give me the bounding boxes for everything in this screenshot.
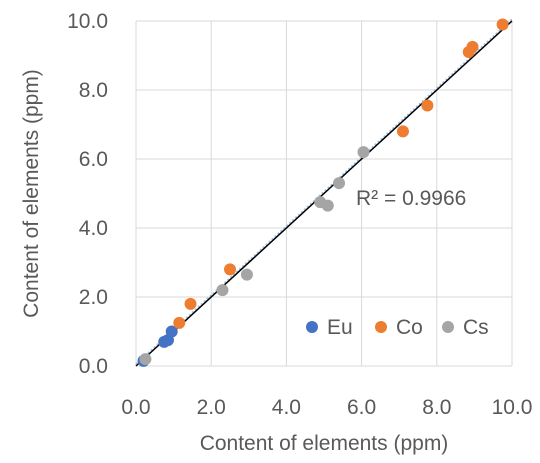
y-tick-label: 10.0 bbox=[67, 10, 108, 33]
x-tick-label: 2.0 bbox=[197, 396, 226, 419]
y-axis-title: Content of elements (ppm) bbox=[20, 69, 43, 318]
data-point-co bbox=[173, 316, 186, 329]
data-point-cs bbox=[321, 199, 334, 212]
legend-marker-eu bbox=[306, 321, 318, 333]
trendline-layer bbox=[135, 18, 513, 367]
legend: Eu Co Cs bbox=[306, 316, 489, 339]
y-tick-label: 4.0 bbox=[79, 217, 108, 240]
data-point-cs bbox=[240, 268, 253, 281]
trendline bbox=[135, 20, 513, 367]
y-tick-label: 2.0 bbox=[79, 286, 108, 309]
data-point-eu bbox=[165, 325, 178, 338]
legend-marker-cs bbox=[442, 321, 454, 333]
points-layer bbox=[137, 18, 509, 367]
data-point-co bbox=[184, 297, 197, 310]
x-tick-label: 4.0 bbox=[272, 396, 301, 419]
data-point-co bbox=[421, 99, 434, 112]
x-tick-label: 0.0 bbox=[121, 396, 150, 419]
data-point-cs bbox=[139, 353, 152, 366]
x-tick-label: 10.0 bbox=[492, 396, 533, 419]
data-point-co bbox=[466, 40, 479, 53]
y-tick-label: 6.0 bbox=[79, 148, 108, 171]
legend-label-cs: Cs bbox=[463, 316, 489, 339]
data-point-co bbox=[224, 263, 236, 276]
x-tick-label: 6.0 bbox=[347, 396, 376, 419]
x-tick-label: 8.0 bbox=[422, 396, 451, 419]
data-point-cs bbox=[333, 177, 346, 190]
tick-labels-layer: 0.0 2.0 4.0 6.0 8.0 10.0 0.0 2.0 4.0 6.0 8.0 10.0 bbox=[67, 10, 532, 419]
y-tick-label: 0.0 bbox=[79, 355, 108, 378]
data-point-co bbox=[396, 125, 409, 138]
grid-layer bbox=[135, 20, 513, 367]
data-point-cs bbox=[357, 146, 370, 159]
data-point-cs bbox=[216, 284, 229, 297]
legend-marker-co bbox=[375, 321, 387, 333]
x-axis-title: Content of elements (ppm) bbox=[200, 432, 449, 455]
r-squared-annotation: R² = 0.9966 bbox=[356, 187, 466, 210]
legend-label-eu: Eu bbox=[327, 316, 353, 339]
legend-label-co: Co bbox=[396, 316, 423, 339]
trendline-dotted bbox=[135, 18, 513, 365]
y-tick-label: 8.0 bbox=[79, 79, 108, 102]
data-point-co bbox=[496, 18, 509, 31]
